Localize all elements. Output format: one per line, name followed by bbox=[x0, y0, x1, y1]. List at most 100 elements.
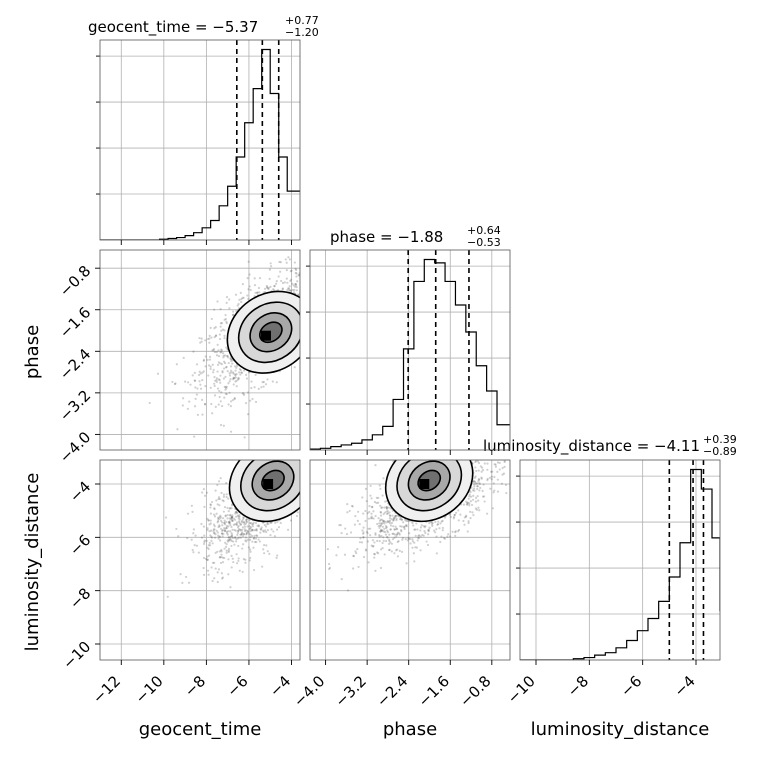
sample-point bbox=[388, 548, 391, 551]
sample-point bbox=[301, 297, 303, 299]
sample-point bbox=[396, 555, 400, 558]
sample-point bbox=[216, 483, 219, 487]
sample-point bbox=[238, 515, 241, 518]
sample-point bbox=[383, 522, 386, 525]
sample-point bbox=[286, 528, 290, 531]
sample-point bbox=[253, 454, 255, 456]
sample-point bbox=[227, 573, 230, 576]
sample-point bbox=[288, 289, 291, 292]
sample-point bbox=[227, 497, 230, 500]
sample-point bbox=[464, 514, 468, 517]
sample-point bbox=[379, 518, 382, 521]
sample-point bbox=[379, 522, 383, 525]
sample-point bbox=[225, 527, 228, 530]
sample-point bbox=[179, 573, 182, 576]
sample-point bbox=[237, 528, 241, 531]
sample-point bbox=[265, 284, 268, 288]
sample-point bbox=[301, 315, 303, 317]
sample-point bbox=[206, 569, 210, 572]
sample-point bbox=[225, 532, 229, 535]
sample-point bbox=[472, 487, 476, 490]
sample-point bbox=[220, 491, 223, 495]
sample-point bbox=[368, 504, 371, 508]
sample-point bbox=[225, 295, 229, 299]
sample-point bbox=[457, 530, 460, 533]
sample-point bbox=[328, 288, 330, 290]
sample-point bbox=[234, 512, 237, 515]
sample-point bbox=[376, 539, 379, 542]
sample-point bbox=[277, 526, 281, 529]
sample-point bbox=[222, 495, 226, 498]
sample-point bbox=[211, 412, 214, 415]
sample-point bbox=[392, 517, 395, 521]
sample-point bbox=[215, 380, 218, 384]
sample-point bbox=[234, 369, 237, 372]
sample-point bbox=[209, 326, 212, 329]
sample-point bbox=[376, 551, 379, 554]
sample-point bbox=[401, 536, 405, 540]
sample-point bbox=[231, 536, 234, 540]
sample-point bbox=[217, 349, 220, 352]
sample-point bbox=[372, 517, 375, 520]
sample-point bbox=[263, 552, 266, 555]
sample-point bbox=[466, 452, 468, 454]
sample-point bbox=[217, 568, 221, 571]
sample-point bbox=[355, 551, 358, 555]
sample-point bbox=[240, 371, 244, 374]
sample-point bbox=[248, 525, 251, 528]
sample-point bbox=[381, 518, 384, 521]
y-tick-label: −4 bbox=[66, 478, 94, 506]
sample-point bbox=[203, 534, 206, 537]
sample-point bbox=[330, 290, 332, 292]
sample-point bbox=[389, 541, 392, 544]
sample-point bbox=[292, 291, 295, 294]
x-axis-label-luminosity-distance: luminosity_distance bbox=[531, 719, 710, 740]
sample-point bbox=[440, 520, 443, 523]
sample-point bbox=[259, 527, 262, 531]
sample-point bbox=[302, 253, 304, 255]
sample-point bbox=[385, 535, 389, 539]
sample-point bbox=[188, 400, 191, 403]
sample-point bbox=[220, 550, 223, 553]
sample-point bbox=[228, 520, 231, 523]
sample-point bbox=[199, 341, 202, 344]
sample-point bbox=[238, 367, 241, 371]
sample-point bbox=[195, 544, 199, 547]
sample-point bbox=[251, 528, 254, 531]
sample-point bbox=[225, 301, 228, 304]
sample-point bbox=[395, 533, 399, 536]
sample-point bbox=[515, 484, 517, 486]
sample-point bbox=[356, 547, 359, 551]
sample-point bbox=[321, 240, 323, 242]
sample-point bbox=[527, 464, 529, 466]
sample-point bbox=[490, 478, 493, 481]
sample-point bbox=[224, 366, 228, 369]
sample-point bbox=[430, 523, 434, 526]
sample-point bbox=[352, 554, 355, 558]
sample-point bbox=[225, 385, 228, 388]
sample-point bbox=[331, 272, 333, 274]
sample-point bbox=[221, 371, 224, 374]
sample-point bbox=[476, 482, 479, 485]
sample-point bbox=[388, 511, 391, 514]
sample-point bbox=[304, 288, 306, 290]
sample-point bbox=[215, 512, 218, 515]
sample-point bbox=[410, 454, 412, 456]
sample-point bbox=[383, 511, 386, 514]
sample-point bbox=[379, 548, 383, 551]
sample-point bbox=[289, 443, 291, 445]
sample-point bbox=[244, 402, 248, 405]
sample-point bbox=[415, 546, 418, 549]
mode-marker bbox=[260, 330, 271, 341]
sample-point bbox=[414, 451, 416, 453]
sample-point bbox=[195, 393, 199, 396]
sample-point bbox=[514, 413, 516, 415]
sample-point bbox=[365, 549, 368, 552]
sample-point bbox=[411, 540, 414, 543]
sample-point bbox=[219, 423, 223, 427]
sample-point bbox=[416, 528, 419, 531]
sample-point bbox=[224, 375, 227, 378]
sample-point bbox=[305, 281, 307, 283]
sample-point bbox=[263, 523, 266, 527]
sample-point bbox=[225, 493, 228, 496]
